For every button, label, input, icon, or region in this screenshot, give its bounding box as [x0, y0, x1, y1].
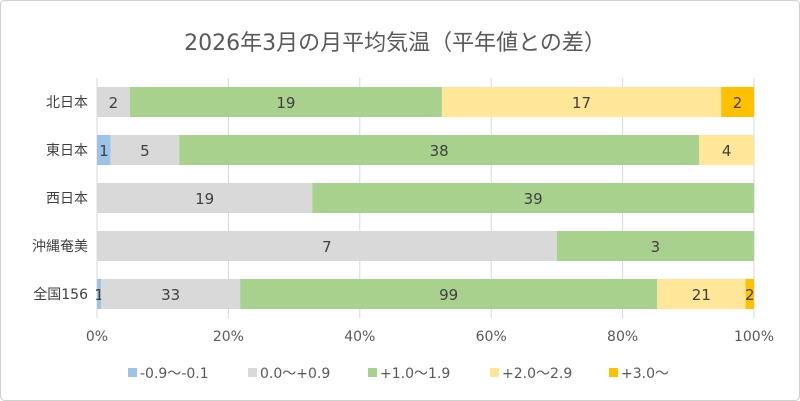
- bar-segment: [97, 231, 557, 261]
- legend-label: 0.0〜+0.9: [260, 366, 330, 382]
- data-label: 21: [692, 286, 711, 304]
- data-label: 33: [161, 286, 180, 304]
- data-label: 4: [722, 142, 732, 160]
- legend-label: +1.0〜1.9: [380, 366, 450, 382]
- legend-swatch: [128, 368, 137, 377]
- x-tick-label: 20%: [213, 329, 244, 345]
- legend-label: -0.9〜-0.1: [140, 366, 209, 382]
- bar-segment: [101, 279, 241, 309]
- y-category-label: 全国156: [33, 286, 88, 303]
- bar-segment: [441, 87, 722, 117]
- data-label: 1: [99, 142, 109, 160]
- x-tick-label: 80%: [607, 329, 638, 345]
- data-label: 38: [430, 142, 449, 160]
- bar-segment: [657, 279, 746, 309]
- data-label: 1: [94, 286, 104, 304]
- data-label: 5: [140, 142, 150, 160]
- data-label: 7: [322, 238, 332, 256]
- bar-segment: [721, 87, 754, 117]
- bar-segment: [110, 135, 180, 165]
- legend-label: +3.0〜: [621, 366, 669, 382]
- y-category-label: 北日本: [46, 95, 88, 111]
- bar-segment: [179, 135, 700, 165]
- data-label: 3: [651, 238, 661, 256]
- bar-segment: [97, 87, 130, 117]
- bar-segment: [97, 183, 313, 213]
- legend-label: +2.0〜2.9: [502, 366, 572, 382]
- data-label: 2: [109, 94, 119, 112]
- data-label: 39: [524, 190, 543, 208]
- bar-segment: [240, 279, 658, 309]
- x-tick-label: 0%: [86, 329, 108, 345]
- bar-segment: [699, 135, 754, 165]
- data-label: 19: [276, 94, 295, 112]
- x-tick-label: 40%: [344, 329, 375, 345]
- bar-segment: [312, 183, 754, 213]
- legend-swatch: [609, 368, 618, 377]
- bar-segment: [129, 87, 442, 117]
- y-category-label: 西日本: [46, 191, 88, 207]
- y-category-label: 東日本: [46, 143, 88, 159]
- y-category-label: 沖縄奄美: [32, 239, 88, 255]
- bar-segment: [97, 135, 111, 165]
- legend-swatch: [248, 368, 257, 377]
- data-label: 2: [733, 94, 743, 112]
- data-label: 99: [439, 286, 458, 304]
- x-tick-label: 60%: [476, 329, 507, 345]
- data-label: 19: [195, 190, 214, 208]
- bar-segment: [556, 231, 754, 261]
- data-label: 17: [572, 94, 591, 112]
- legend-swatch: [490, 368, 499, 377]
- legend-swatch: [368, 368, 377, 377]
- bar-segment: [97, 279, 102, 309]
- chart-title: 2026年3月の月平均気温（平年値との差）: [184, 31, 606, 56]
- bar-segment: [745, 279, 754, 309]
- data-label: 2: [745, 286, 755, 304]
- x-tick-label: 100%: [734, 329, 774, 345]
